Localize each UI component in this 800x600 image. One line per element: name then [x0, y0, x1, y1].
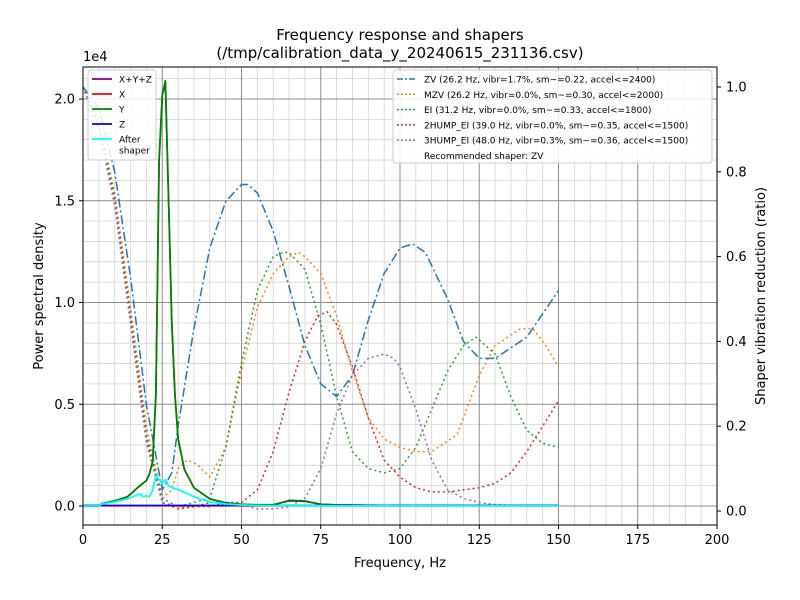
psd-curves: [83, 79, 559, 507]
y-exponent-label: 1e4: [83, 50, 108, 65]
shaper-line-ei: [82, 86, 559, 508]
legend-label: EI (31.2 Hz, vibr=0.0%, sm~=0.33, accel<…: [424, 106, 651, 116]
legend-label: 3HUMP_EI (48.0 Hz, vibr=0.3%, sm~=0.36, …: [424, 137, 688, 147]
y-tick-label: 0.5: [54, 398, 75, 413]
chart-title: Frequency response and shapers: [276, 26, 524, 44]
x-tick-label: 75: [312, 533, 329, 548]
x-tick-label: 50: [233, 533, 250, 548]
x-tick-label: 125: [467, 533, 492, 548]
legend-label: MZV (26.2 Hz, vibr=0.0%, sm~=0.30, accel…: [424, 91, 663, 101]
psd-line-after-shaper: [83, 474, 559, 507]
legend-label: After: [119, 136, 141, 146]
y-tick-label: 1.0: [54, 296, 75, 311]
y2-axis-ticks: 0.0 0.2 0.4 0.6 0.8 1.0: [717, 81, 747, 520]
psd-line-y: [83, 79, 559, 507]
y2-tick-label: 0.4: [726, 335, 747, 350]
y-axis-label: Power spectral density: [32, 222, 47, 370]
x-axis-ticks: 0 25 50 75 100 125 150 175 200: [79, 525, 730, 548]
x-tick-label: 200: [705, 533, 730, 548]
x-tick-label: 25: [154, 533, 171, 548]
shaper-line-2hump_ei: [82, 86, 560, 510]
legend-label: shaper: [119, 147, 150, 157]
y2-tick-label: 1.0: [726, 81, 747, 96]
legend-label: Y: [118, 106, 125, 116]
recommended-shaper-note: Recommended shaper: ZV: [424, 152, 544, 162]
x-tick-label: 175: [625, 533, 650, 548]
y2-tick-label: 0.2: [726, 420, 747, 435]
y-tick-label: 2.0: [54, 93, 75, 108]
shaper-line-mzv: [82, 86, 560, 500]
legend-label: ZV (26.2 Hz, vibr=1.7%, sm~=0.22, accel<…: [424, 76, 655, 86]
legend-shapers-box: [392, 69, 713, 164]
x-tick-label: 100: [388, 533, 413, 548]
legend-label: Z: [119, 121, 125, 131]
y2-tick-label: 0.8: [726, 165, 747, 180]
chart-subtitle: (/tmp/calibration_data_y_20240615_231136…: [216, 44, 583, 63]
y2-tick-label: 0.6: [726, 250, 747, 265]
x-axis-label: Frequency, Hz: [354, 556, 446, 571]
legend-label: X+Y+Z: [119, 76, 152, 86]
shaper-curves: [82, 86, 560, 510]
legend-psd-box: [87, 69, 157, 161]
x-tick-label: 150: [546, 533, 571, 548]
shaper-line-zv: [82, 86, 560, 492]
y-tick-label: 1.5: [54, 194, 75, 209]
legend-label: X: [119, 91, 125, 101]
y2-axis-label: Shaper vibration reduction (ratio): [754, 187, 769, 405]
legend-shapers: ZV (26.2 Hz, vibr=1.7%, sm~=0.22, accel<…: [392, 69, 713, 164]
y2-tick-label: 0.0: [726, 505, 747, 520]
legend-label: 2HUMP_EI (39.0 Hz, vibr=0.0%, sm~=0.35, …: [424, 121, 688, 131]
y-tick-label: 0.0: [54, 500, 75, 515]
x-tick-label: 0: [79, 533, 87, 548]
y-axis-ticks: 0.0 0.5 1.0 1.5 2.0: [54, 93, 83, 515]
